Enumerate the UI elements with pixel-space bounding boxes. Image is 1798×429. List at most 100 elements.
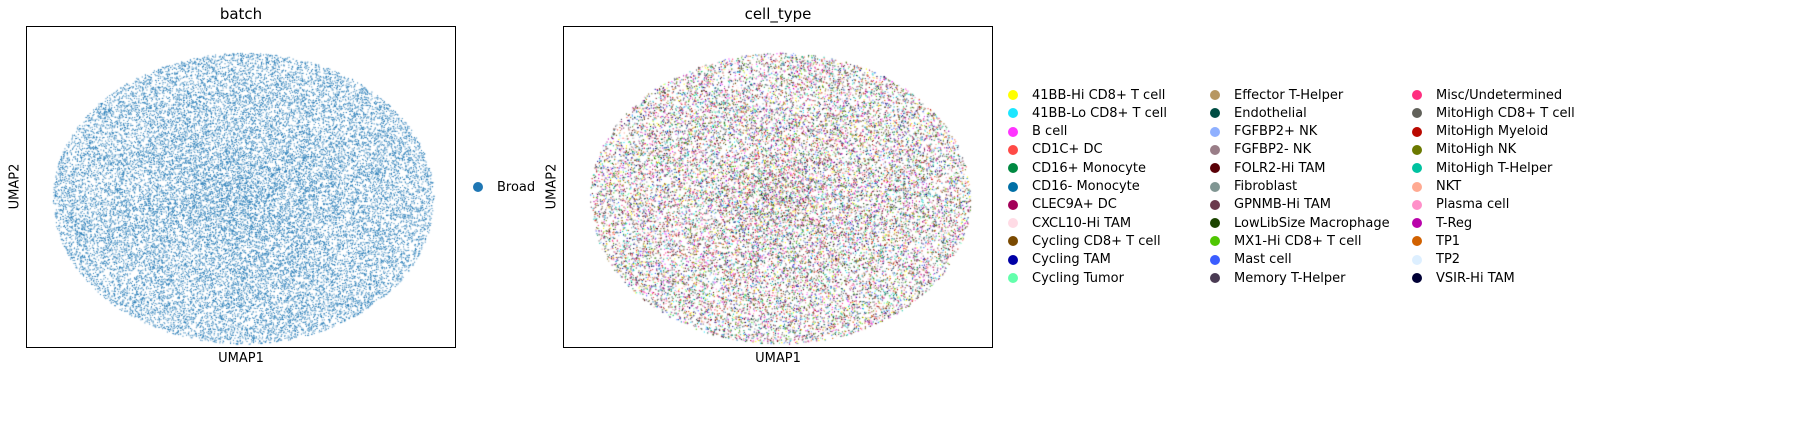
legend-label: MitoHigh CD8+ T cell [1436,105,1575,121]
legend-item: MitoHigh CD8+ T cell [1412,104,1575,122]
legend-marker-icon [1412,181,1422,192]
legend-label: CD1C+ DC [1032,142,1103,158]
legend-label: TP2 [1436,252,1461,268]
legend-marker-icon [1210,126,1220,137]
legend-item: 41BB-Lo CD8+ T cell [1008,104,1167,122]
legend-label: Fibroblast [1234,179,1298,194]
legend-item: NKT [1412,178,1461,196]
cell-type-x-axis-label: UMAP1 [755,351,801,366]
legend-marker-icon [1008,273,1018,283]
legend-label: FGFBP2+ NK [1234,124,1318,140]
legend-label: Endothelial [1234,105,1307,121]
legend-label: 41BB-Hi CD8+ T cell [1032,87,1166,103]
legend-marker-icon [1210,181,1220,192]
legend-marker-icon [1412,236,1422,247]
legend-item: CLEC9A+ DC [1008,196,1117,214]
legend-label: LowLibSize Macrophage [1234,215,1390,231]
legend-label: MitoHigh NK [1436,142,1517,158]
legend-marker-icon [1210,218,1220,229]
legend-label: FOLR2-Hi TAM [1234,160,1326,176]
legend-item: FGFBP2- NK [1210,141,1311,159]
legend-marker-icon [1210,163,1220,174]
batch-umap-plot [26,26,456,348]
legend-item: T-Reg [1412,214,1472,232]
legend-label: GPNMB-Hi TAM [1234,197,1332,213]
legend-label: MitoHigh Myeloid [1436,124,1549,140]
legend-label: CXCL10-Hi TAM [1032,215,1132,231]
legend-item: LowLibSize Macrophage [1210,214,1390,232]
legend-item: FOLR2-Hi TAM [1210,159,1326,177]
legend-label: Mast cell [1234,252,1292,268]
cell-type-y-axis-label: UMAP2 [544,163,560,210]
legend-label: CLEC9A+ DC [1032,197,1117,213]
legend-item: B cell [1008,123,1067,141]
legend-marker-icon [1412,199,1422,210]
cell-type-panel-title: cell_type [744,5,812,23]
legend-item: CD1C+ DC [1008,141,1103,159]
legend-item: MitoHigh T-Helper [1412,159,1552,177]
legend-item: CXCL10-Hi TAM [1008,214,1131,232]
legend-label: NKT [1436,179,1462,194]
legend-label: T-Reg [1436,215,1473,231]
legend-item: Effector T-Helper [1210,86,1343,104]
legend-marker-icon [1210,108,1220,119]
legend-marker-icon [1412,273,1422,283]
legend-marker-icon [1008,163,1018,174]
legend-label: Cycling TAM [1032,252,1111,268]
legend-marker-icon [1210,236,1220,247]
legend-marker-icon [1412,90,1422,100]
batch-x-axis-label: UMAP1 [218,351,264,366]
legend-label: MitoHigh T-Helper [1436,160,1553,176]
legend-marker-icon [1008,254,1018,265]
legend-item: Broad [473,178,535,196]
legend-item: GPNMB-Hi TAM [1210,196,1331,214]
legend-item: CD16- Monocyte [1008,178,1140,196]
legend-item: Plasma cell [1412,196,1509,214]
legend-label: Plasma cell [1436,197,1510,213]
legend-marker-icon [1412,144,1422,155]
legend-marker-icon [1210,90,1220,100]
legend-marker-icon [1008,126,1018,137]
legend-label: Cycling CD8+ T cell [1032,233,1161,249]
legend-item: Cycling Tumor [1008,269,1124,287]
legend-marker-icon [1412,218,1422,229]
legend-item: TP2 [1412,251,1460,269]
legend-item: Cycling TAM [1008,251,1111,269]
legend-marker-icon [1008,218,1018,229]
batch-panel-title: batch [219,5,263,23]
legend-item: Memory T-Helper [1210,269,1345,287]
legend-label: CD16- Monocyte [1032,179,1140,194]
legend-marker-icon [1412,126,1422,137]
legend-label: 41BB-Lo CD8+ T cell [1032,105,1167,121]
legend-item: Cycling CD8+ T cell [1008,232,1161,250]
legend-label: FGFBP2- NK [1234,142,1312,158]
legend-label: TP1 [1436,233,1461,249]
legend-item: MX1-Hi CD8+ T cell [1210,232,1361,250]
legend-item: 41BB-Hi CD8+ T cell [1008,86,1165,104]
legend-label: Effector T-Helper [1234,87,1344,103]
legend-marker-icon [1210,144,1220,155]
legend-label: VSIR-Hi TAM [1436,270,1515,286]
batch-scatter-points [27,27,455,347]
legend-marker-icon [1412,108,1422,119]
legend-item: Fibroblast [1210,178,1297,196]
batch-y-axis-label: UMAP2 [7,163,23,210]
legend-item: Mast cell [1210,251,1292,269]
legend-item: MitoHigh NK [1412,141,1516,159]
legend-item: MitoHigh Myeloid [1412,123,1548,141]
legend-item: Misc/Undetermined [1412,86,1562,104]
legend-marker-icon [1008,236,1018,247]
legend-label: Misc/Undetermined [1436,87,1563,103]
legend-marker-icon [1008,108,1018,119]
cell-type-umap-plot [563,26,993,348]
legend-item: Endothelial [1210,104,1307,122]
legend-marker-icon [1008,199,1018,210]
legend-marker-icon [1008,144,1018,155]
legend-label: CD16+ Monocyte [1032,160,1146,176]
legend-marker-icon [1008,181,1018,192]
legend-item: FGFBP2+ NK [1210,123,1317,141]
legend-label: Cycling Tumor [1032,270,1124,286]
legend-marker-icon [1210,254,1220,265]
legend-label: B cell [1032,124,1068,140]
legend-marker-icon [1210,199,1220,210]
